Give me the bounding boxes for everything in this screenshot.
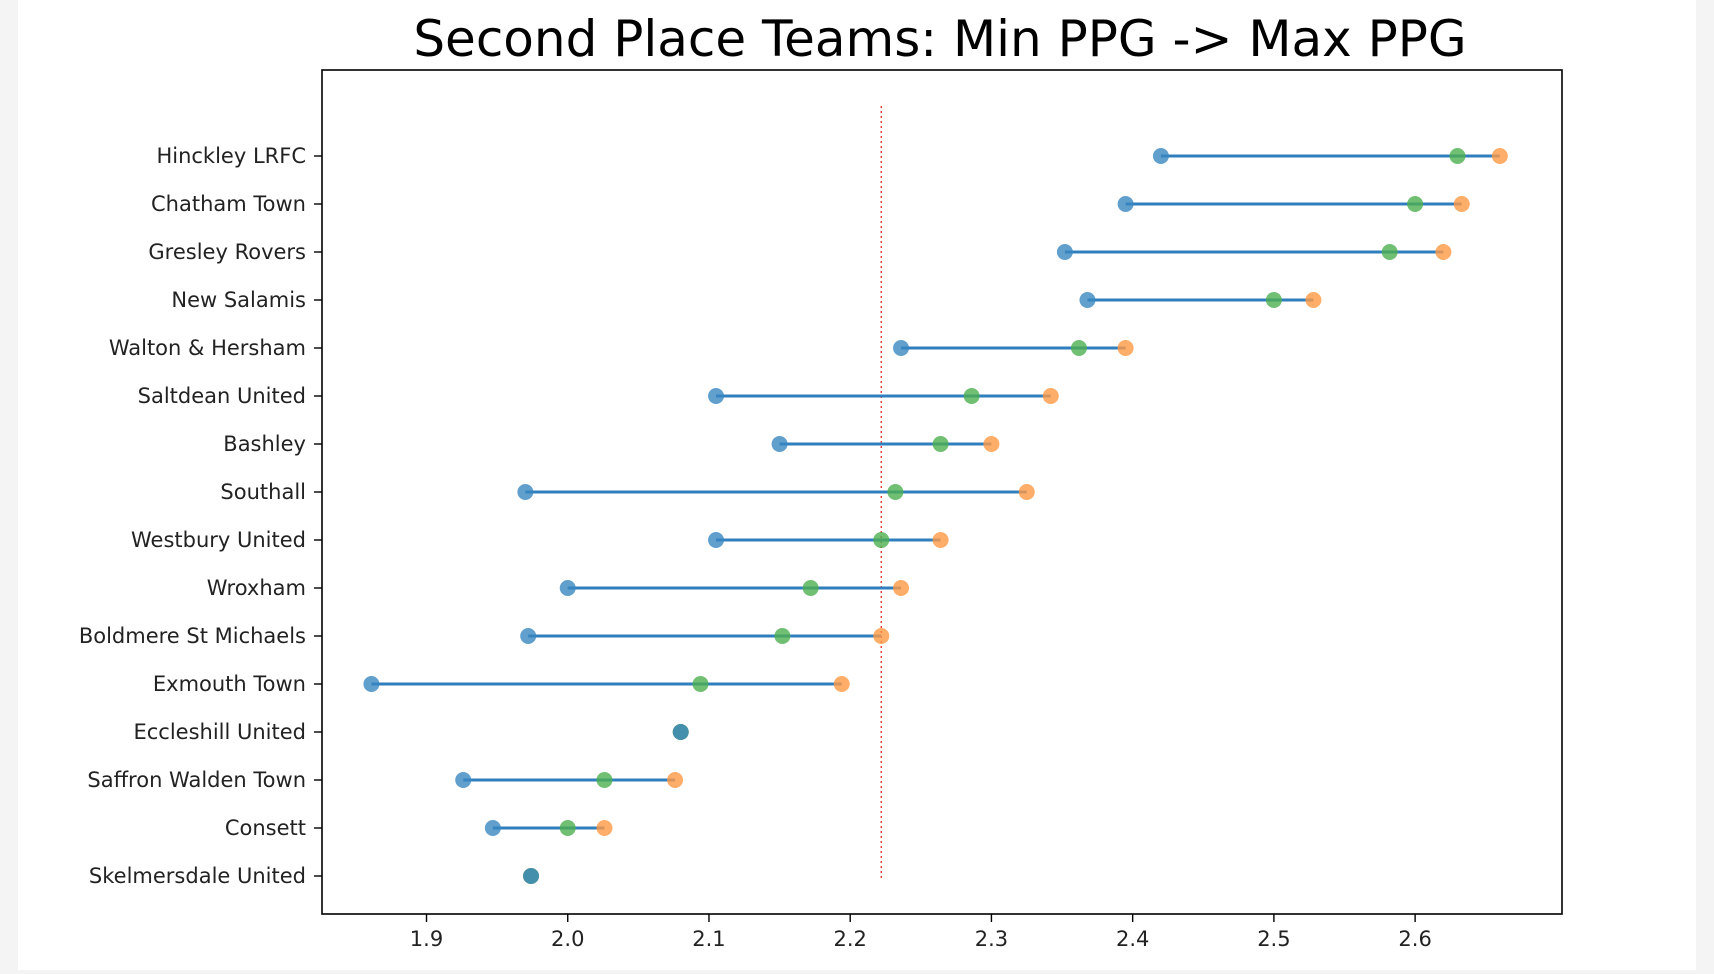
min-point (363, 676, 380, 692)
y-tick-label: Gresley Rovers (148, 240, 306, 264)
y-tick-label: Skelmersdale United (89, 864, 306, 888)
max-point (932, 532, 949, 548)
mid-point (596, 772, 613, 788)
max-point (833, 676, 850, 692)
max-point (873, 628, 890, 644)
min-point (708, 388, 725, 404)
y-tick-label: Saltdean United (138, 384, 306, 408)
min-point (559, 580, 576, 596)
max-point (893, 580, 910, 596)
x-tick-label: 2.6 (1398, 927, 1431, 951)
min-point (484, 820, 501, 836)
x-tick-label: 2.5 (1257, 927, 1290, 951)
y-tick-label: Walton & Hersham (109, 336, 306, 360)
points-layer (363, 148, 1508, 884)
y-tick-label: Chatham Town (151, 192, 306, 216)
y-tick-label: Westbury United (131, 528, 306, 552)
max-point (596, 820, 613, 836)
chart-title: Second Place Teams: Min PPG -> Max PPG (413, 10, 1466, 68)
y-tick-label: Eccleshill United (133, 720, 306, 744)
y-tick-label: Hinckley LRFC (156, 144, 306, 168)
mid-point (873, 532, 890, 548)
max-point (1305, 292, 1322, 308)
min-point (455, 772, 472, 788)
x-axis: 1.9 2.0 2.1 2.2 2.3 2.4 2.5 2.6 (410, 914, 1432, 951)
y-tick-label: Saffron Walden Town (87, 768, 306, 792)
max-point (1117, 340, 1134, 356)
y-tick-label: Exmouth Town (153, 672, 306, 696)
min-point (708, 532, 725, 548)
mid-point (559, 820, 576, 836)
x-tick-label: 1.9 (410, 927, 443, 951)
max-point (983, 436, 1000, 452)
y-tick-label: Bashley (223, 432, 306, 456)
y-tick-label: Boldmere St Michaels (79, 624, 306, 648)
mid-point (887, 484, 904, 500)
min-point (520, 628, 537, 644)
range-lines-layer (371, 154, 1500, 830)
x-tick-label: 2.4 (1116, 927, 1149, 951)
mid-point (1265, 292, 1282, 308)
x-tick-label: 2.2 (833, 927, 866, 951)
min-point (523, 868, 540, 884)
mid-point (802, 580, 819, 596)
max-point (1491, 148, 1508, 164)
x-tick-label: 2.0 (551, 927, 584, 951)
mid-point (963, 388, 980, 404)
max-point (1435, 244, 1452, 260)
max-point (1018, 484, 1035, 500)
min-point (771, 436, 788, 452)
mid-point (1381, 244, 1398, 260)
x-tick-label: 2.3 (975, 927, 1008, 951)
min-point (517, 484, 534, 500)
mid-point (1070, 340, 1087, 356)
y-tick-label: New Salamis (171, 288, 306, 312)
min-point (672, 724, 689, 740)
min-point (1152, 148, 1169, 164)
mid-point (774, 628, 791, 644)
mid-point (692, 676, 709, 692)
mid-point (1449, 148, 1466, 164)
mid-point (932, 436, 949, 452)
min-point (1056, 244, 1073, 260)
y-tick-label: Southall (220, 480, 306, 504)
max-point (667, 772, 684, 788)
x-tick-label: 2.1 (692, 927, 725, 951)
y-axis: Hinckley LRFC Chatham Town Gresley Rovers N… (79, 144, 322, 888)
max-point (1453, 196, 1470, 212)
max-point (1042, 388, 1059, 404)
min-point (1079, 292, 1096, 308)
y-tick-label: Consett (225, 816, 306, 840)
y-tick-label: Wroxham (207, 576, 306, 600)
min-point (1117, 196, 1134, 212)
mid-point (1407, 196, 1424, 212)
min-point (893, 340, 910, 356)
